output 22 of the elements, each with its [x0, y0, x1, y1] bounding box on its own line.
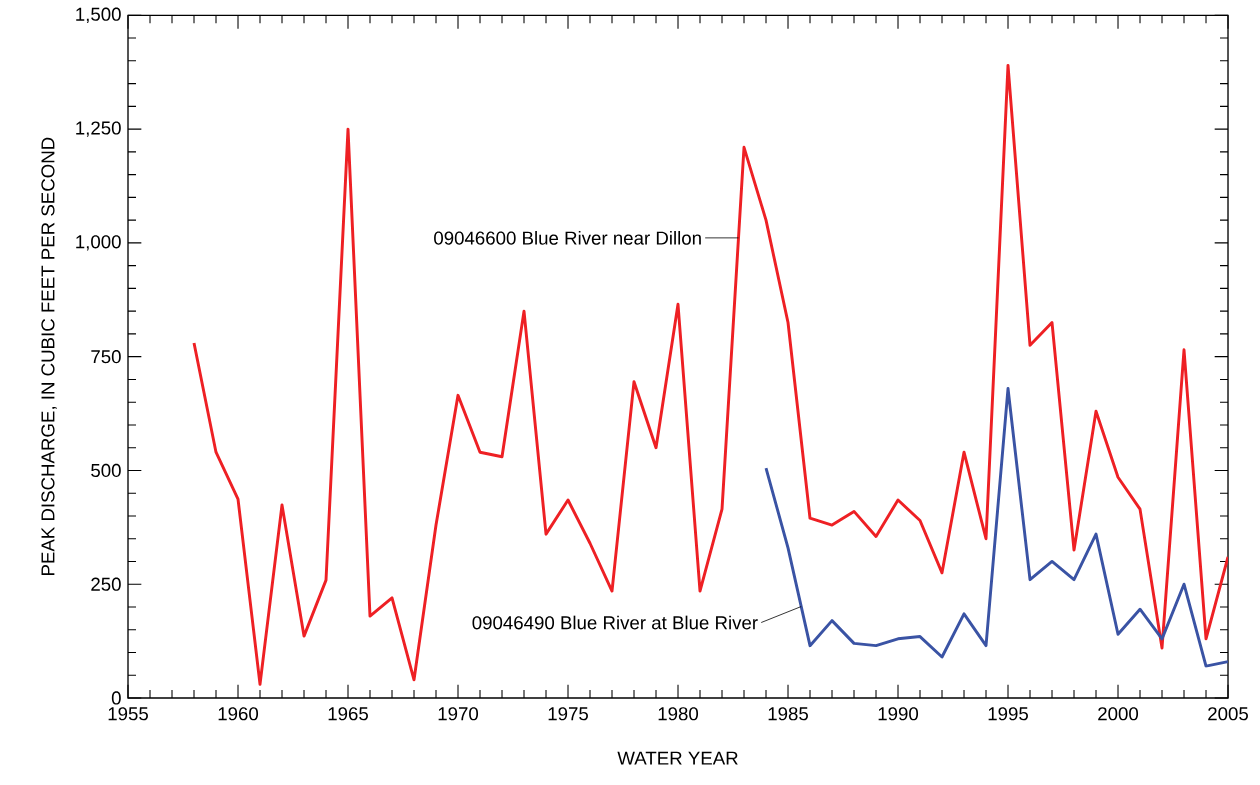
x-tick-label: 2005 [1208, 706, 1248, 721]
y-tick-label: 250 [91, 577, 121, 591]
y-tick-label: 1,250 [76, 121, 121, 137]
x-tick-label: 1995 [988, 706, 1028, 721]
x-tick-label: 1975 [548, 706, 588, 721]
annotation: 09046600 Blue River near Dillon [434, 230, 701, 245]
x-tick-label: 1985 [768, 706, 808, 721]
x-tick-label: 1960 [218, 706, 259, 721]
annotation: 09046490 Blue River at Blue River [472, 615, 758, 630]
y-tick-label: 1,000 [76, 235, 121, 251]
x-tick-label: 1990 [878, 706, 919, 721]
x-tick-label: 1980 [658, 706, 699, 721]
y-tick-label: 1,500 [76, 7, 121, 23]
x-tick-label: 1970 [438, 706, 479, 721]
x-tick-label: 1965 [328, 706, 368, 721]
x-tick-label: 2000 [1098, 706, 1139, 721]
x-tick-label: 1955 [108, 706, 148, 721]
y-axis-title: PEAK DISCHARGE, IN CUBIC FEET PER SECOND [41, 137, 57, 575]
x-axis-title: WATER YEAR [617, 751, 738, 765]
y-tick-label: 750 [91, 349, 121, 364]
y-tick-label: 0 [111, 691, 121, 705]
y-tick-label: 500 [91, 463, 121, 477]
